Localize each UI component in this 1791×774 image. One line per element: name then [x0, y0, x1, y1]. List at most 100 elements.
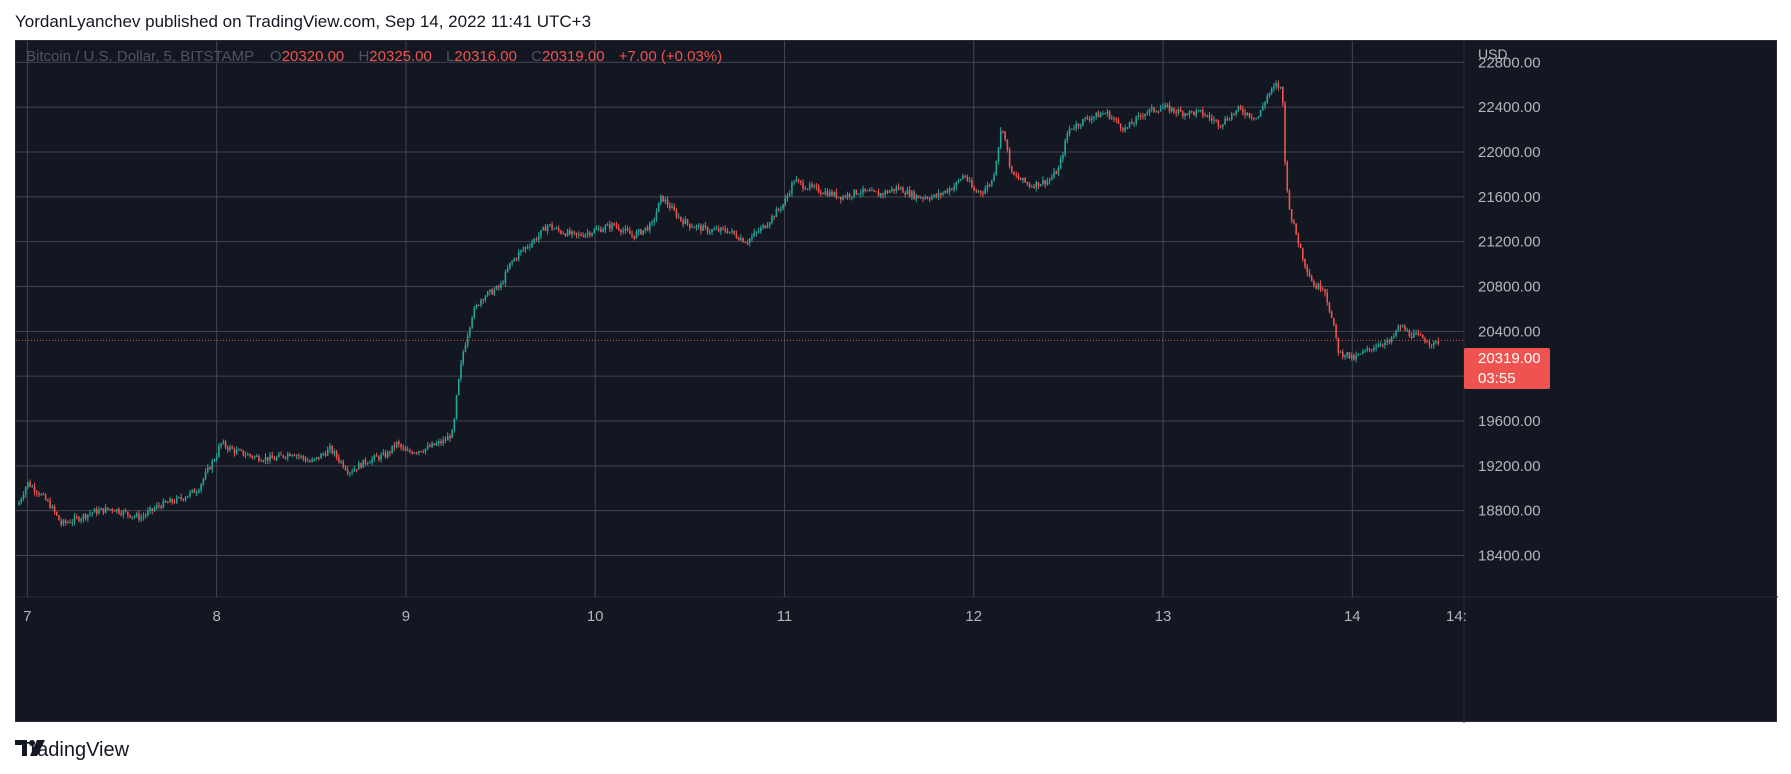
candle-body: [1142, 116, 1144, 118]
candle-body: [1071, 128, 1073, 130]
time-axis[interactable]: 7 8 9 10 11 12 13 14 14:: [23, 608, 1467, 625]
candle-body: [1066, 133, 1069, 141]
candle-body: [1064, 140, 1066, 155]
candle-body: [626, 228, 629, 231]
candle-body: [355, 469, 358, 471]
candle-body: [573, 231, 576, 233]
candle-body: [500, 283, 502, 288]
candle-body: [178, 497, 180, 499]
candle-body: [404, 448, 407, 451]
candle-body: [47, 499, 49, 501]
candle-body: [466, 335, 469, 346]
candle-body: [1042, 180, 1044, 185]
candle-body: [1219, 126, 1222, 128]
candle-body: [569, 230, 571, 235]
candle-body: [971, 180, 973, 188]
candle-body: [728, 231, 731, 233]
candle-body: [602, 229, 604, 232]
candle-body: [686, 219, 689, 224]
candle-body: [460, 363, 462, 379]
candle-body: [1026, 182, 1029, 184]
candle-body: [333, 451, 336, 454]
candle-body: [1148, 109, 1151, 113]
candle-body: [231, 446, 234, 449]
candle-body: [313, 458, 316, 460]
candle-body: [640, 229, 642, 235]
candle-body: [1301, 248, 1304, 260]
candle-body: [762, 225, 764, 228]
candle-body: [544, 227, 547, 232]
candle-body: [540, 230, 542, 236]
candle-body: [224, 441, 227, 448]
price-chart[interactable]: USD 22800.00 22400.00 22000.00 21600.00 2120…: [16, 41, 1778, 723]
time-tick-label: 10: [587, 608, 604, 625]
candle-body: [67, 522, 69, 524]
candle-body: [1430, 344, 1433, 346]
candle-body: [171, 498, 174, 503]
candle-body: [326, 449, 329, 456]
price-axis[interactable]: USD 22800.00 22400.00 22000.00 21600.00 2120…: [1478, 46, 1541, 565]
candle-body: [1206, 115, 1209, 117]
candle-body: [437, 441, 440, 444]
candle-body: [835, 191, 838, 198]
candle-body: [1077, 123, 1080, 126]
price-tick-label: 18800.00: [1478, 503, 1541, 520]
chart-panel[interactable]: USD 22800.00 22400.00 22000.00 21600.00 2120…: [15, 40, 1778, 723]
candle-body: [879, 193, 882, 197]
candle-body: [409, 450, 411, 452]
candle-body: [1266, 95, 1269, 103]
candle-body: [477, 304, 480, 306]
candle-body: [589, 232, 591, 236]
candle-body: [1348, 352, 1351, 358]
candle-body: [482, 299, 485, 301]
candle-body: [977, 191, 980, 193]
candle-body: [1130, 122, 1133, 125]
candle-body: [380, 454, 382, 460]
candle-body: [1055, 171, 1058, 175]
candle-body: [1197, 110, 1200, 112]
candle-body: [497, 286, 500, 288]
candle-body: [382, 452, 385, 455]
candle-body: [335, 451, 338, 458]
candle-body: [751, 236, 753, 239]
candle-body: [653, 219, 656, 222]
candle-body: [213, 460, 216, 462]
candle-body: [917, 195, 920, 199]
candle-body: [740, 238, 742, 241]
candle-body: [1175, 111, 1177, 114]
candle-body: [979, 191, 982, 193]
candle-body: [837, 196, 840, 198]
candle-body: [533, 238, 536, 243]
candle-body: [813, 185, 815, 187]
candle-body: [1328, 302, 1331, 312]
candle-body: [580, 234, 582, 236]
footer: TradingView: [15, 738, 129, 762]
candle-body: [1097, 112, 1100, 118]
candle-body: [1193, 111, 1195, 115]
candle-body: [522, 249, 524, 251]
price-tag: 20319.00 03:55: [1464, 348, 1550, 389]
candle-body: [222, 441, 225, 444]
candle-body: [962, 175, 964, 180]
candle-body: [135, 513, 138, 517]
candle-body: [668, 205, 671, 209]
candle-body: [773, 216, 775, 218]
candle-body: [242, 450, 245, 456]
candle-body: [206, 467, 209, 472]
candle-body: [1011, 166, 1013, 172]
candle-body: [235, 449, 238, 454]
candle-body: [982, 192, 984, 194]
candle-body: [1157, 111, 1160, 113]
candle-body: [1146, 112, 1149, 114]
candle-body: [902, 187, 904, 193]
candle-body: [102, 508, 105, 513]
candle-body: [1421, 335, 1424, 339]
candle-body: [1313, 281, 1315, 286]
candle-body: [877, 192, 880, 197]
candle-body: [795, 179, 798, 182]
candle-body: [271, 455, 274, 459]
candle-body: [882, 193, 884, 195]
candle-body: [1166, 104, 1169, 106]
candle-body: [1397, 325, 1400, 331]
candle-body: [562, 233, 564, 235]
